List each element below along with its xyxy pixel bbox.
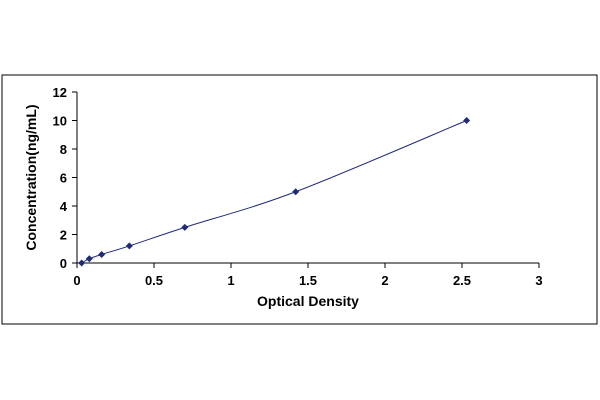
y-tick-label: 12 [53, 85, 67, 100]
y-tick-label: 6 [60, 171, 67, 186]
y-tick-label: 4 [60, 199, 68, 214]
x-tick-label: 2 [381, 273, 388, 288]
x-tick-label: 1 [227, 273, 234, 288]
x-tick-label: 0 [73, 273, 80, 288]
x-tick-label: 0.5 [145, 273, 163, 288]
y-tick-label: 10 [53, 114, 67, 129]
y-axis-title: Concentration(ng/mL) [23, 104, 39, 250]
y-tick-label: 0 [60, 256, 67, 271]
data-point [125, 242, 133, 250]
x-tick-label: 2.5 [453, 273, 471, 288]
y-tick-label: 2 [60, 228, 67, 243]
y-ticks: 0 2 4 6 8 10 12 [53, 85, 77, 271]
chart-border [1, 74, 598, 325]
data-point [181, 223, 189, 231]
y-tick-label: 8 [60, 142, 67, 157]
trend-line [81, 120, 467, 264]
data-point [85, 255, 93, 263]
x-ticks: 0 0.5 1 1.5 2 2.5 3 [73, 263, 543, 288]
data-point [78, 259, 86, 267]
data-points [78, 117, 471, 267]
x-tick-label: 1.5 [299, 273, 317, 288]
x-tick-label: 3 [535, 273, 542, 288]
data-point [292, 188, 300, 196]
data-point [463, 117, 471, 124]
data-point [98, 250, 106, 258]
x-axis-title: Optical Density [257, 293, 359, 309]
